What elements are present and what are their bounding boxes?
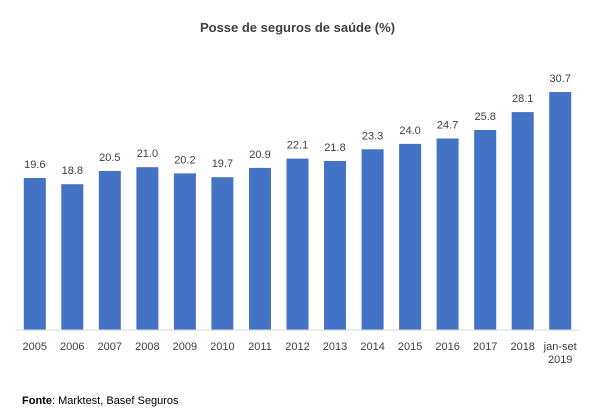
- x-tick-label: 2005: [23, 341, 47, 353]
- bar-2011: [249, 167, 271, 330]
- value-label: 25.8: [474, 111, 495, 123]
- bar-jan-set-2019: [549, 92, 572, 330]
- x-tick-label: 2018: [510, 341, 534, 353]
- source-label: Fonte: [22, 395, 52, 407]
- value-label: 24.0: [399, 125, 420, 137]
- x-tick-label: 2013: [323, 341, 347, 353]
- bar-2008: [136, 167, 159, 330]
- x-tick-label: 2006: [60, 341, 84, 353]
- value-labels-group: 19.6 18.8 20.5 21.0 20.2 19.7 20.9 22.1 21.8 23.3…: [24, 73, 571, 177]
- value-label: 19.6: [24, 159, 45, 171]
- bar-2017: [474, 130, 497, 330]
- source-note: Fonte: Marktest, Basef Seguros: [22, 395, 179, 407]
- value-label: 20.2: [174, 154, 195, 166]
- chart-title: Posse de seguros de saúde (%): [199, 20, 396, 35]
- value-label: 20.5: [99, 152, 120, 164]
- value-label: 20.9: [249, 149, 270, 161]
- value-label: 19.7: [212, 158, 233, 170]
- source-text: : Marktest, Basef Seguros: [51, 395, 179, 407]
- x-tick-label: jan-set 2019: [543, 341, 577, 366]
- bar-2006: [61, 184, 84, 330]
- x-tick-label: 2007: [98, 341, 122, 353]
- value-label: 18.8: [62, 165, 83, 177]
- bar-2018: [511, 112, 534, 330]
- bar-2016: [436, 138, 459, 330]
- bar-2012: [286, 158, 309, 330]
- value-label: 24.7: [437, 120, 458, 132]
- x-tick-label: 2017: [473, 341, 497, 353]
- bar-2010: [211, 177, 234, 330]
- x-tick-label: 2014: [360, 341, 384, 353]
- x-tick-label: 2011: [248, 341, 272, 353]
- bar-2005: [23, 178, 46, 330]
- value-label: 23.3: [362, 130, 383, 142]
- bar-2007: [98, 171, 121, 330]
- x-tick-label: 2012: [285, 341, 309, 353]
- bars-group: [23, 92, 572, 330]
- x-tick-label: 2008: [135, 341, 159, 353]
- bar-2009: [173, 173, 196, 330]
- x-tick-label: 2009: [173, 341, 197, 353]
- x-tick-label: 2016: [435, 341, 459, 353]
- bar-2014: [361, 149, 384, 330]
- x-tick-label: 2010: [210, 341, 234, 353]
- tick-labels-group: 2005 2006 2007 2008 2009 2010 2011 2012 2013 2014…: [23, 341, 577, 366]
- value-label: 30.7: [549, 73, 570, 85]
- x-tick-label: 2015: [398, 341, 422, 353]
- value-label: 21.8: [324, 142, 345, 154]
- bar-2013: [324, 161, 346, 330]
- value-label: 22.1: [287, 140, 308, 152]
- value-label: 28.1: [512, 93, 533, 105]
- bar-2015: [399, 143, 422, 330]
- value-label: 21.0: [137, 148, 158, 160]
